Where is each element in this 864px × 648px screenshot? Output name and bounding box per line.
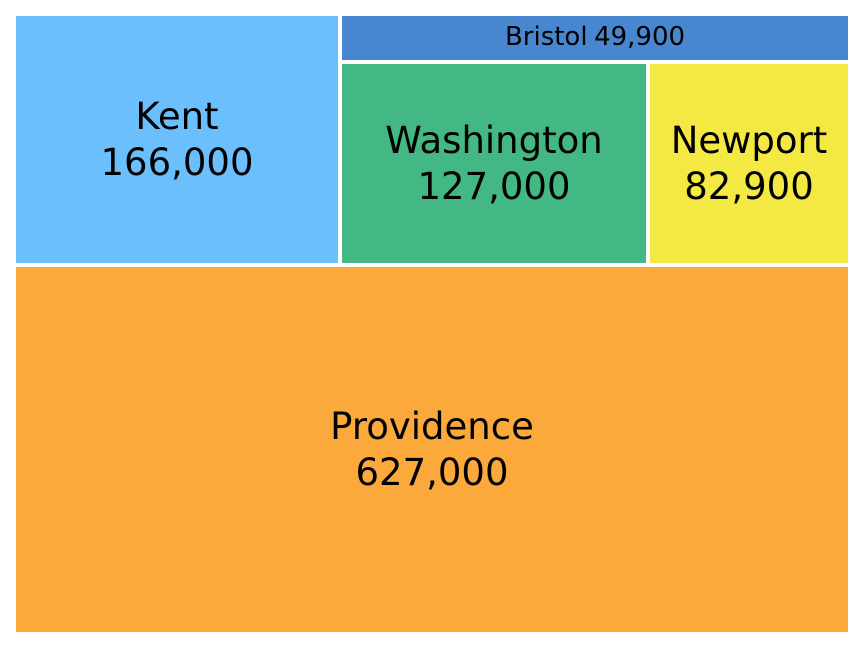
- tile-providence: Providence 627,000: [16, 267, 848, 632]
- tile-label: Newport: [670, 119, 828, 163]
- tile-value: 127,000: [417, 164, 571, 208]
- tile-label: Washington: [385, 119, 603, 163]
- tile-washington: Washington 127,000: [342, 64, 646, 263]
- tile-bristol: Bristol 49,900: [342, 16, 848, 60]
- tile-value: 49,900: [594, 22, 686, 53]
- tile-value: 166,000: [100, 140, 254, 184]
- tile-label: Kent: [135, 95, 219, 139]
- tile-label: Providence: [330, 405, 534, 449]
- tile-value: 627,000: [355, 450, 509, 494]
- tile-kent: Kent 166,000: [16, 16, 338, 263]
- tile-label: Bristol: [504, 22, 588, 53]
- tile-value: 82,900: [684, 164, 814, 208]
- tile-newport: Newport 82,900: [650, 64, 848, 263]
